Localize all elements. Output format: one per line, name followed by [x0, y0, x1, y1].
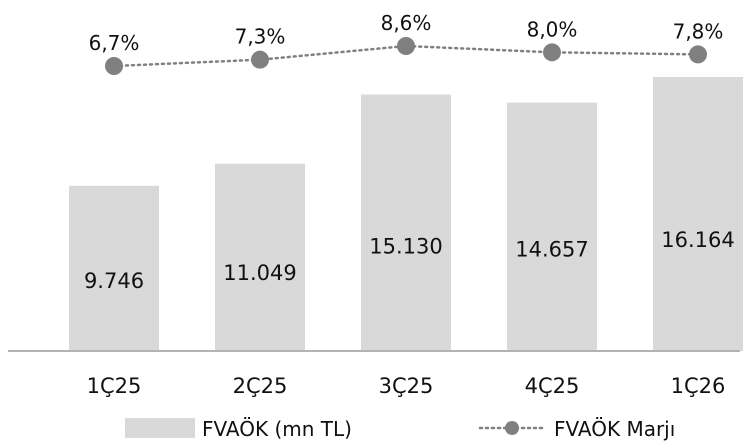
- margin-value-label: 6,7%: [89, 31, 140, 55]
- margin-point-2Ç25: [251, 50, 269, 69]
- margin-point-3Ç25: [397, 37, 415, 55]
- bar-value-labels: 9.746 11.049 15.130 14.657 16.164: [84, 228, 735, 293]
- margin-line-series: [105, 37, 707, 75]
- legend-bar-label: FVAÖK (mn TL): [202, 417, 352, 441]
- legend-bar-swatch: [125, 418, 195, 438]
- margin-value-label: 7,8%: [673, 19, 724, 43]
- bar-1Ç25: [69, 185, 159, 351]
- bar-value-label: 15.130: [369, 235, 442, 259]
- margin-point-1Ç25: [105, 57, 123, 75]
- margin-point-1Ç26: [689, 45, 707, 64]
- margin-point-4Ç25: [543, 43, 561, 62]
- category-label: 1Ç25: [87, 374, 142, 398]
- bar-value-label: 11.049: [223, 261, 296, 285]
- category-label: 4Ç25: [525, 374, 580, 398]
- bar-value-label: 9.746: [84, 269, 144, 293]
- bar-3Ç25: [361, 94, 451, 352]
- bar-4Ç25: [507, 102, 597, 351]
- legend: FVAÖK (mn TL) FVAÖK Marjı: [125, 417, 675, 441]
- category-axis-labels: 1Ç25 2Ç25 3Ç25 4Ç25 1Ç26: [87, 374, 726, 398]
- bar-value-label: 14.657: [515, 238, 588, 262]
- margin-value-labels: 6,7% 7,3% 8,6% 8,0% 7,8%: [89, 11, 724, 55]
- bar-2Ç25: [215, 163, 305, 351]
- margin-value-label: 7,3%: [235, 25, 286, 49]
- legend-line-label: FVAÖK Marjı: [554, 417, 675, 441]
- category-label: 3Ç25: [379, 374, 434, 398]
- category-label: 2Ç25: [233, 374, 288, 398]
- bar-series: [69, 77, 743, 352]
- legend-line-marker: [505, 421, 519, 435]
- bar-1Ç26: [653, 77, 743, 351]
- bar-value-label: 16.164: [661, 228, 734, 252]
- margin-value-label: 8,0%: [527, 17, 578, 41]
- margin-value-label: 8,6%: [381, 11, 432, 35]
- category-label: 1Ç26: [671, 374, 726, 398]
